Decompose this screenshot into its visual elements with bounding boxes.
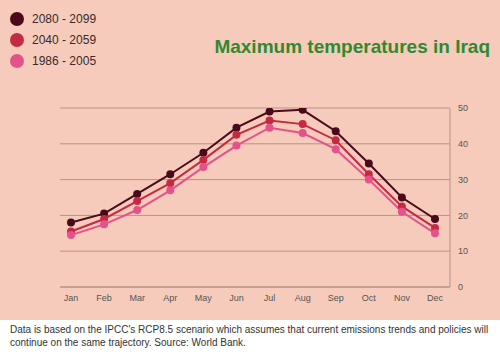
html-text:2080 - 2099: 2080 - 2099 [32, 11, 97, 26]
svg-text:Oct: Oct [362, 293, 377, 303]
html-text:2040 - 2059: 2040 - 2059 [32, 32, 97, 47]
svg-text:Jan: Jan [64, 293, 79, 303]
svg-text:May: May [195, 293, 213, 303]
svg-text:30: 30 [458, 175, 468, 185]
svg-text:Nov: Nov [394, 293, 411, 303]
svg-text:40: 40 [458, 139, 468, 149]
svg-text:Mar: Mar [129, 293, 145, 303]
svg-text:50: 50 [458, 103, 468, 113]
html-text:Maximum temperatures in Iraq: Maximum temperatures in Iraq [214, 36, 490, 57]
svg-text:Apr: Apr [163, 293, 177, 303]
svg-text:Aug: Aug [295, 293, 311, 303]
svg-text:10: 10 [458, 246, 468, 256]
svg-text:Sep: Sep [328, 293, 344, 303]
html-text:1986 - 2005: 1986 - 2005 [32, 53, 97, 68]
svg-text:Jul: Jul [264, 293, 276, 303]
html-text:Data is based on the IPCC's RC: Data is based on the IPCC's RCP8.5 scena… [10, 324, 489, 348]
svg-text:Dec: Dec [427, 293, 444, 303]
svg-text:0: 0 [458, 282, 463, 292]
svg-text:20: 20 [458, 211, 468, 221]
svg-text:Jun: Jun [229, 293, 244, 303]
svg-text:Feb: Feb [96, 293, 112, 303]
